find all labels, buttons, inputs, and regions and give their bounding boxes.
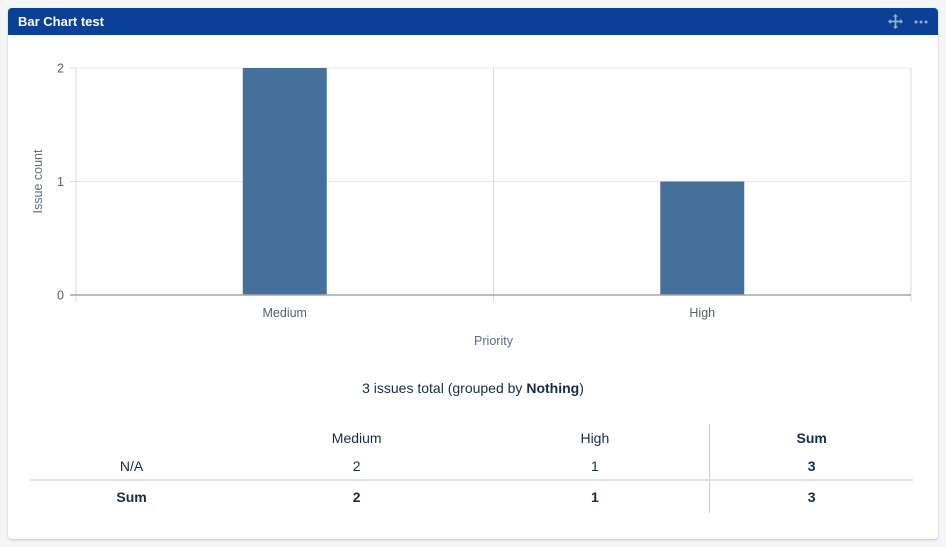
bar-chart-svg: 0 1 2 Medium High Priority Issue count (31, 62, 912, 348)
gadget-header-actions (888, 14, 928, 29)
x-category-label: Medium (263, 306, 307, 320)
summary-table-wrap: Medium High Sum N/A 2 1 3 Sum 2 1 3 (30, 424, 913, 513)
summary-prefix: 3 issues total (grouped by (362, 380, 527, 396)
gadget-header: Bar Chart test (8, 8, 938, 35)
gadget-card: Bar Chart test 0 1 2 Medium High Priority Issu… (8, 8, 938, 539)
bar-chart: 0 1 2 Medium High Priority Issue count (8, 35, 938, 357)
gadget-title: Bar Chart test (18, 14, 104, 29)
summary-suffix: ) (579, 380, 584, 396)
y-tick-label: 2 (57, 62, 64, 76)
table-header-cell: High (580, 430, 610, 446)
summary-group-by: Nothing (526, 380, 580, 396)
table-cell: 3 (709, 479, 913, 513)
table-row: Sum 2 1 3 (30, 479, 913, 513)
table-header-row: Medium High Sum (30, 424, 913, 452)
table-cell: 3 (709, 452, 913, 480)
table-row-label: Sum (30, 479, 234, 513)
x-axis-title: Priority (474, 334, 514, 348)
ellipsis-icon[interactable] (914, 20, 928, 24)
table-row-label: N/A (119, 457, 144, 474)
x-category-label: High (689, 306, 715, 320)
bar-high[interactable] (660, 181, 745, 296)
move-icon-glyph (888, 14, 903, 29)
y-axis-title: Issue count (31, 149, 45, 213)
table-cell: 2 (352, 457, 361, 474)
y-tick-label: 0 (57, 289, 64, 303)
table-header-cell: Sum (709, 424, 913, 452)
table-header-cell: Medium (331, 430, 382, 446)
table-row: N/A 2 1 3 (30, 452, 913, 480)
summary-table-body: N/A 2 1 3 Sum 2 1 3 (30, 452, 913, 513)
summary-table: Medium High Sum N/A 2 1 3 Sum 2 1 3 (30, 424, 913, 513)
table-cell: 2 (233, 479, 481, 513)
y-tick-label: 1 (57, 175, 64, 189)
summary-table-head: Medium High Sum (30, 424, 913, 452)
table-cell: 1 (480, 479, 710, 513)
ellipsis-icon-glyph (914, 20, 928, 23)
bar-medium[interactable] (242, 68, 327, 295)
table-cell: 1 (590, 457, 599, 474)
move-icon[interactable] (888, 14, 903, 29)
table-header-cell (30, 424, 233, 452)
summary-text: 3 issues total (grouped by Nothing) (8, 380, 938, 396)
